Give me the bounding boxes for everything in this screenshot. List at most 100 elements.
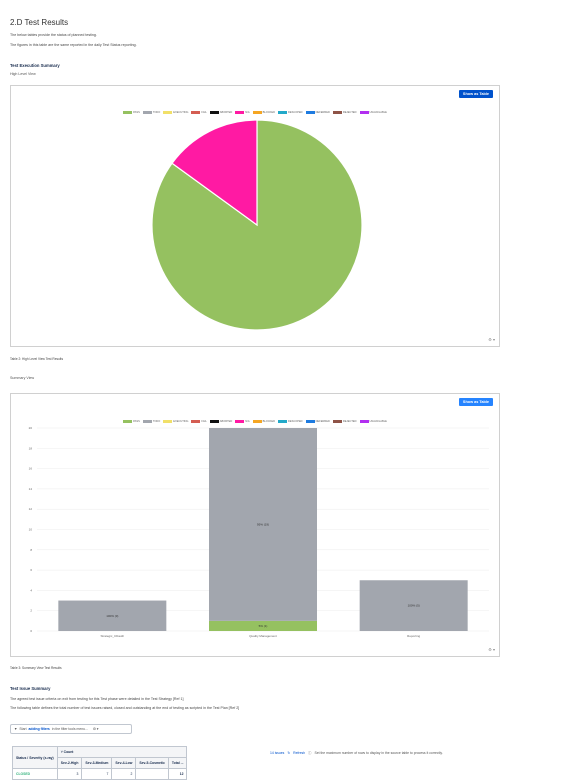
data-label-pass: 5% (1) <box>259 624 268 628</box>
legend-item[interactable]: TODO <box>142 111 161 114</box>
bar-todo[interactable] <box>359 580 468 631</box>
y-tick-label: 0 <box>30 629 32 633</box>
refresh-link[interactable]: Refresh <box>293 750 306 755</box>
col-count[interactable]: ˅ Count <box>56 746 188 758</box>
legend-swatch <box>332 111 342 114</box>
legend-swatch <box>123 420 133 423</box>
col-header[interactable]: Sev-2-High <box>56 757 83 769</box>
filter-box[interactable]: ▼ Start adding filters in the filter too… <box>10 724 132 734</box>
legend-item[interactable]: EXECUTING <box>163 420 188 423</box>
filter-icon: ▼ <box>14 727 18 731</box>
filter-settings-icon[interactable]: ⚙ ▾ <box>92 727 99 731</box>
legend-label: EXECUTING <box>173 111 189 114</box>
x-tick-label: Reporting <box>407 634 420 638</box>
legend-item[interactable]: FAIL <box>191 111 207 114</box>
count-cell <box>135 768 169 780</box>
legend-item[interactable]: UNAVAILABLE <box>359 111 387 114</box>
count-cell: 2 <box>111 768 137 780</box>
legend-label: DEFERRED <box>315 111 330 114</box>
show-as-table-button-2[interactable]: Show as Table <box>458 398 493 406</box>
legend-label: N/A <box>245 111 250 114</box>
filter-suffix: in the filter tools menu... <box>51 727 88 731</box>
table-row: CLOSED 3 7 2 12 <box>12 768 188 780</box>
legend-item[interactable]: N/A <box>235 111 250 114</box>
legend-item[interactable]: DEFERRED <box>305 420 330 423</box>
legend-item[interactable]: REJECTED <box>332 420 357 423</box>
legend-label: ABORTED <box>219 111 233 114</box>
filter-link[interactable]: adding filters <box>28 727 50 731</box>
bar-todo[interactable] <box>58 600 167 631</box>
legend-label: N/A <box>245 420 250 423</box>
legend-item[interactable]: N/A <box>235 420 250 423</box>
legend-label: FAIL <box>201 111 207 114</box>
legend-swatch <box>305 111 315 114</box>
legend-label: TODO <box>152 111 161 114</box>
legend-item[interactable]: EXECUTING <box>163 111 188 114</box>
legend-item[interactable]: TODO <box>142 420 161 423</box>
show-as-table-button[interactable]: Show as Table <box>458 90 493 98</box>
col-header[interactable]: Total ... <box>167 757 188 769</box>
legend-swatch <box>235 420 245 423</box>
y-tick-label: 16 <box>29 467 33 471</box>
legend-item[interactable]: BLOCKED <box>252 420 275 423</box>
legend-swatch <box>209 111 219 114</box>
legend-item[interactable]: DESCOPED <box>278 420 303 423</box>
legend-label: REJECTED <box>342 111 357 114</box>
legend-swatch <box>191 420 201 423</box>
page-title: 2.D Test Results <box>10 18 69 27</box>
legend-item[interactable]: ABORTED <box>209 111 233 114</box>
y-tick-label: 6 <box>30 568 32 572</box>
bar-chart-panel: Show as Table PASS TODO EXECUTING FAIL ABORT… <box>10 393 500 657</box>
subheading-summary-view: Summary View <box>10 376 35 380</box>
legend-item[interactable]: DESCOPED <box>278 111 303 114</box>
legend-swatch <box>142 111 152 114</box>
y-tick-label: 20 <box>29 426 33 430</box>
count-cell: 7 <box>81 768 113 780</box>
y-tick-label: 14 <box>29 487 33 491</box>
bar-pass[interactable] <box>209 620 317 631</box>
legend-item[interactable]: ABORTED <box>209 420 232 423</box>
legend-item[interactable]: REJECTED <box>332 111 357 114</box>
chart-settings-icon-2[interactable]: ⚙ ▾ <box>488 647 495 652</box>
intro-line-1: The below tables provide the status of p… <box>10 33 97 37</box>
pie-slice-na[interactable] <box>171 119 258 227</box>
legend-swatch <box>235 111 245 114</box>
pie-chart <box>151 119 363 331</box>
chart-settings-icon[interactable]: ⚙ ▾ <box>488 337 495 342</box>
legend-item[interactable]: FAIL <box>191 420 207 423</box>
issues-toolbar: 14 issues ↻ Refresh ⓘ Set the maximum nu… <box>270 750 443 756</box>
issue-count[interactable]: 14 issues <box>270 750 285 755</box>
col-header[interactable]: Sev-3-Medium <box>81 757 113 769</box>
count-label: Count <box>63 750 74 754</box>
legend-swatch <box>278 111 287 114</box>
legend-item[interactable]: BLOCKED <box>252 111 275 114</box>
col-header[interactable]: Sev-4-Low <box>111 757 137 769</box>
section-heading-execution: Test Execution Summary <box>10 63 60 68</box>
bar-todo[interactable] <box>209 428 317 621</box>
legend-swatch <box>209 420 219 423</box>
legend-item[interactable]: DEFERRED <box>305 111 330 114</box>
legend-swatch <box>142 420 152 423</box>
sort-icon: ˅ <box>60 750 64 754</box>
legend-swatch <box>332 420 342 423</box>
refresh-icon[interactable]: ↻ <box>287 750 291 755</box>
legend-swatch <box>359 111 369 114</box>
legend-label: TODO <box>152 420 161 423</box>
y-tick-label: 10 <box>29 528 33 532</box>
legend-swatch <box>163 111 173 114</box>
col-header[interactable]: Sev-5-Cosmetic <box>135 757 169 769</box>
data-label: 100% (3) <box>106 614 118 618</box>
issues-line-1: The agreed test issue criteria on exit f… <box>10 697 184 701</box>
data-label: 100% (5) <box>408 604 420 608</box>
legend-label: DEFERRED <box>315 420 330 423</box>
caption-table-3: Table 3: Summary View Test Results <box>10 666 62 670</box>
legend-item[interactable]: PASS <box>123 111 140 114</box>
col-status-severity[interactable]: Status / Severity (x-ray) <box>12 746 58 769</box>
intro-line-2: The figures in this table are the same r… <box>10 43 137 47</box>
status-cell: CLOSED <box>12 768 58 780</box>
y-tick-label: 18 <box>29 446 33 450</box>
legend-swatch <box>252 420 262 423</box>
legend-item[interactable]: UNAVAILABLE <box>359 420 387 423</box>
legend-item[interactable]: PASS <box>123 420 140 423</box>
caption-table-2: Table 2: High Level View Test Results <box>10 357 64 361</box>
